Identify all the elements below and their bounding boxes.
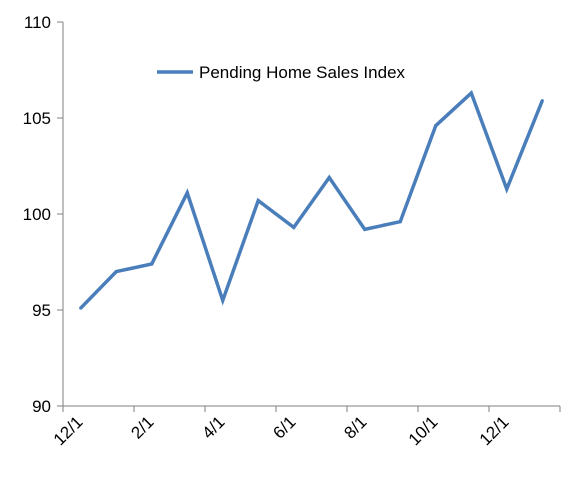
- y-tick-label: 105: [23, 109, 51, 128]
- x-tick-label: 6/1: [269, 412, 299, 442]
- y-tick-label: 95: [32, 301, 51, 320]
- y-tick-label: 90: [32, 397, 51, 416]
- data-point: [150, 262, 154, 266]
- data-point: [185, 191, 189, 195]
- x-tick-label: 10/1: [405, 412, 442, 449]
- legend: Pending Home Sales Index: [157, 63, 406, 82]
- data-point: [292, 225, 296, 230]
- data-point: [434, 124, 438, 128]
- data-point: [221, 298, 225, 302]
- x-tick-label: 12/1: [50, 412, 87, 449]
- y-tick-label: 100: [23, 205, 51, 224]
- x-tick-label: 8/1: [340, 412, 370, 442]
- data-point: [505, 187, 509, 191]
- data-point: [114, 270, 118, 274]
- data-point: [363, 227, 367, 231]
- x-axis: 12/1 2/1 4/1 6/1 8/1 10/1 12/1: [50, 405, 561, 449]
- series-layer: [79, 89, 544, 310]
- legend-label: Pending Home Sales Index: [199, 63, 406, 82]
- x-tick-label: 12/1: [476, 412, 513, 449]
- data-point: [398, 220, 402, 224]
- data-point: [469, 91, 473, 95]
- y-axis: 90 95 100 105 110: [23, 13, 64, 416]
- data-point: [540, 99, 544, 103]
- x-tick-label: 4/1: [198, 412, 228, 442]
- x-tick-label: 2/1: [127, 412, 157, 442]
- series-line: [79, 89, 544, 310]
- data-point: [256, 198, 260, 203]
- data-point: [327, 175, 331, 180]
- data-point: [79, 306, 83, 310]
- y-tick-label: 110: [24, 13, 51, 32]
